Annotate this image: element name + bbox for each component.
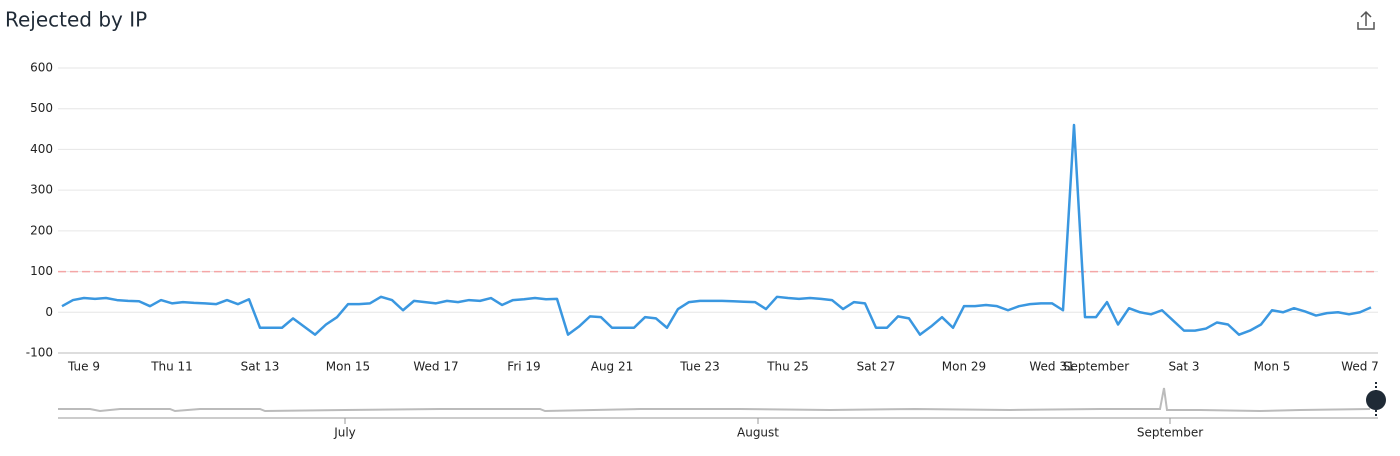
x-tick-label: Mon 5	[1254, 360, 1291, 374]
x-tick-label: Thu 11	[150, 360, 193, 374]
y-tick-label: 600	[30, 61, 53, 75]
navigator-line	[58, 387, 1371, 413]
x-tick-label: Wed 7	[1341, 360, 1379, 374]
x-tick-label: Sat 3	[1168, 360, 1199, 374]
y-tick-label: -100	[26, 346, 53, 360]
x-tick-label: Wed 17	[413, 360, 458, 374]
x-tick-label: September	[1063, 360, 1129, 374]
chart-title: Rejected by IP	[5, 8, 147, 32]
x-tick-label: Mon 29	[942, 360, 986, 374]
export-icon[interactable]	[1357, 10, 1375, 30]
y-tick-label: 0	[45, 305, 53, 319]
x-tick-label: Fri 19	[507, 360, 540, 374]
navigator-label: August	[737, 426, 779, 440]
y-tick-label: 300	[30, 183, 53, 197]
y-tick-label: 100	[30, 264, 53, 278]
x-tick-label: Mon 15	[326, 360, 370, 374]
navigator-label: September	[1137, 426, 1203, 440]
data-line	[61, 123, 1372, 336]
x-tick-label: Aug 21	[591, 360, 634, 374]
x-tick-label: Tue 9	[67, 360, 100, 374]
x-tick-label: Thu 25	[766, 360, 809, 374]
y-tick-label: 400	[30, 142, 53, 156]
x-tick-label: Wed 31	[1029, 360, 1074, 374]
x-tick-label: Tue 23	[679, 360, 720, 374]
navigator-label: July	[333, 426, 356, 440]
y-tick-label: 200	[30, 223, 53, 237]
x-tick-label: Sat 27	[857, 360, 896, 374]
y-tick-label: 500	[30, 101, 53, 115]
x-tick-label: Sat 13	[241, 360, 280, 374]
